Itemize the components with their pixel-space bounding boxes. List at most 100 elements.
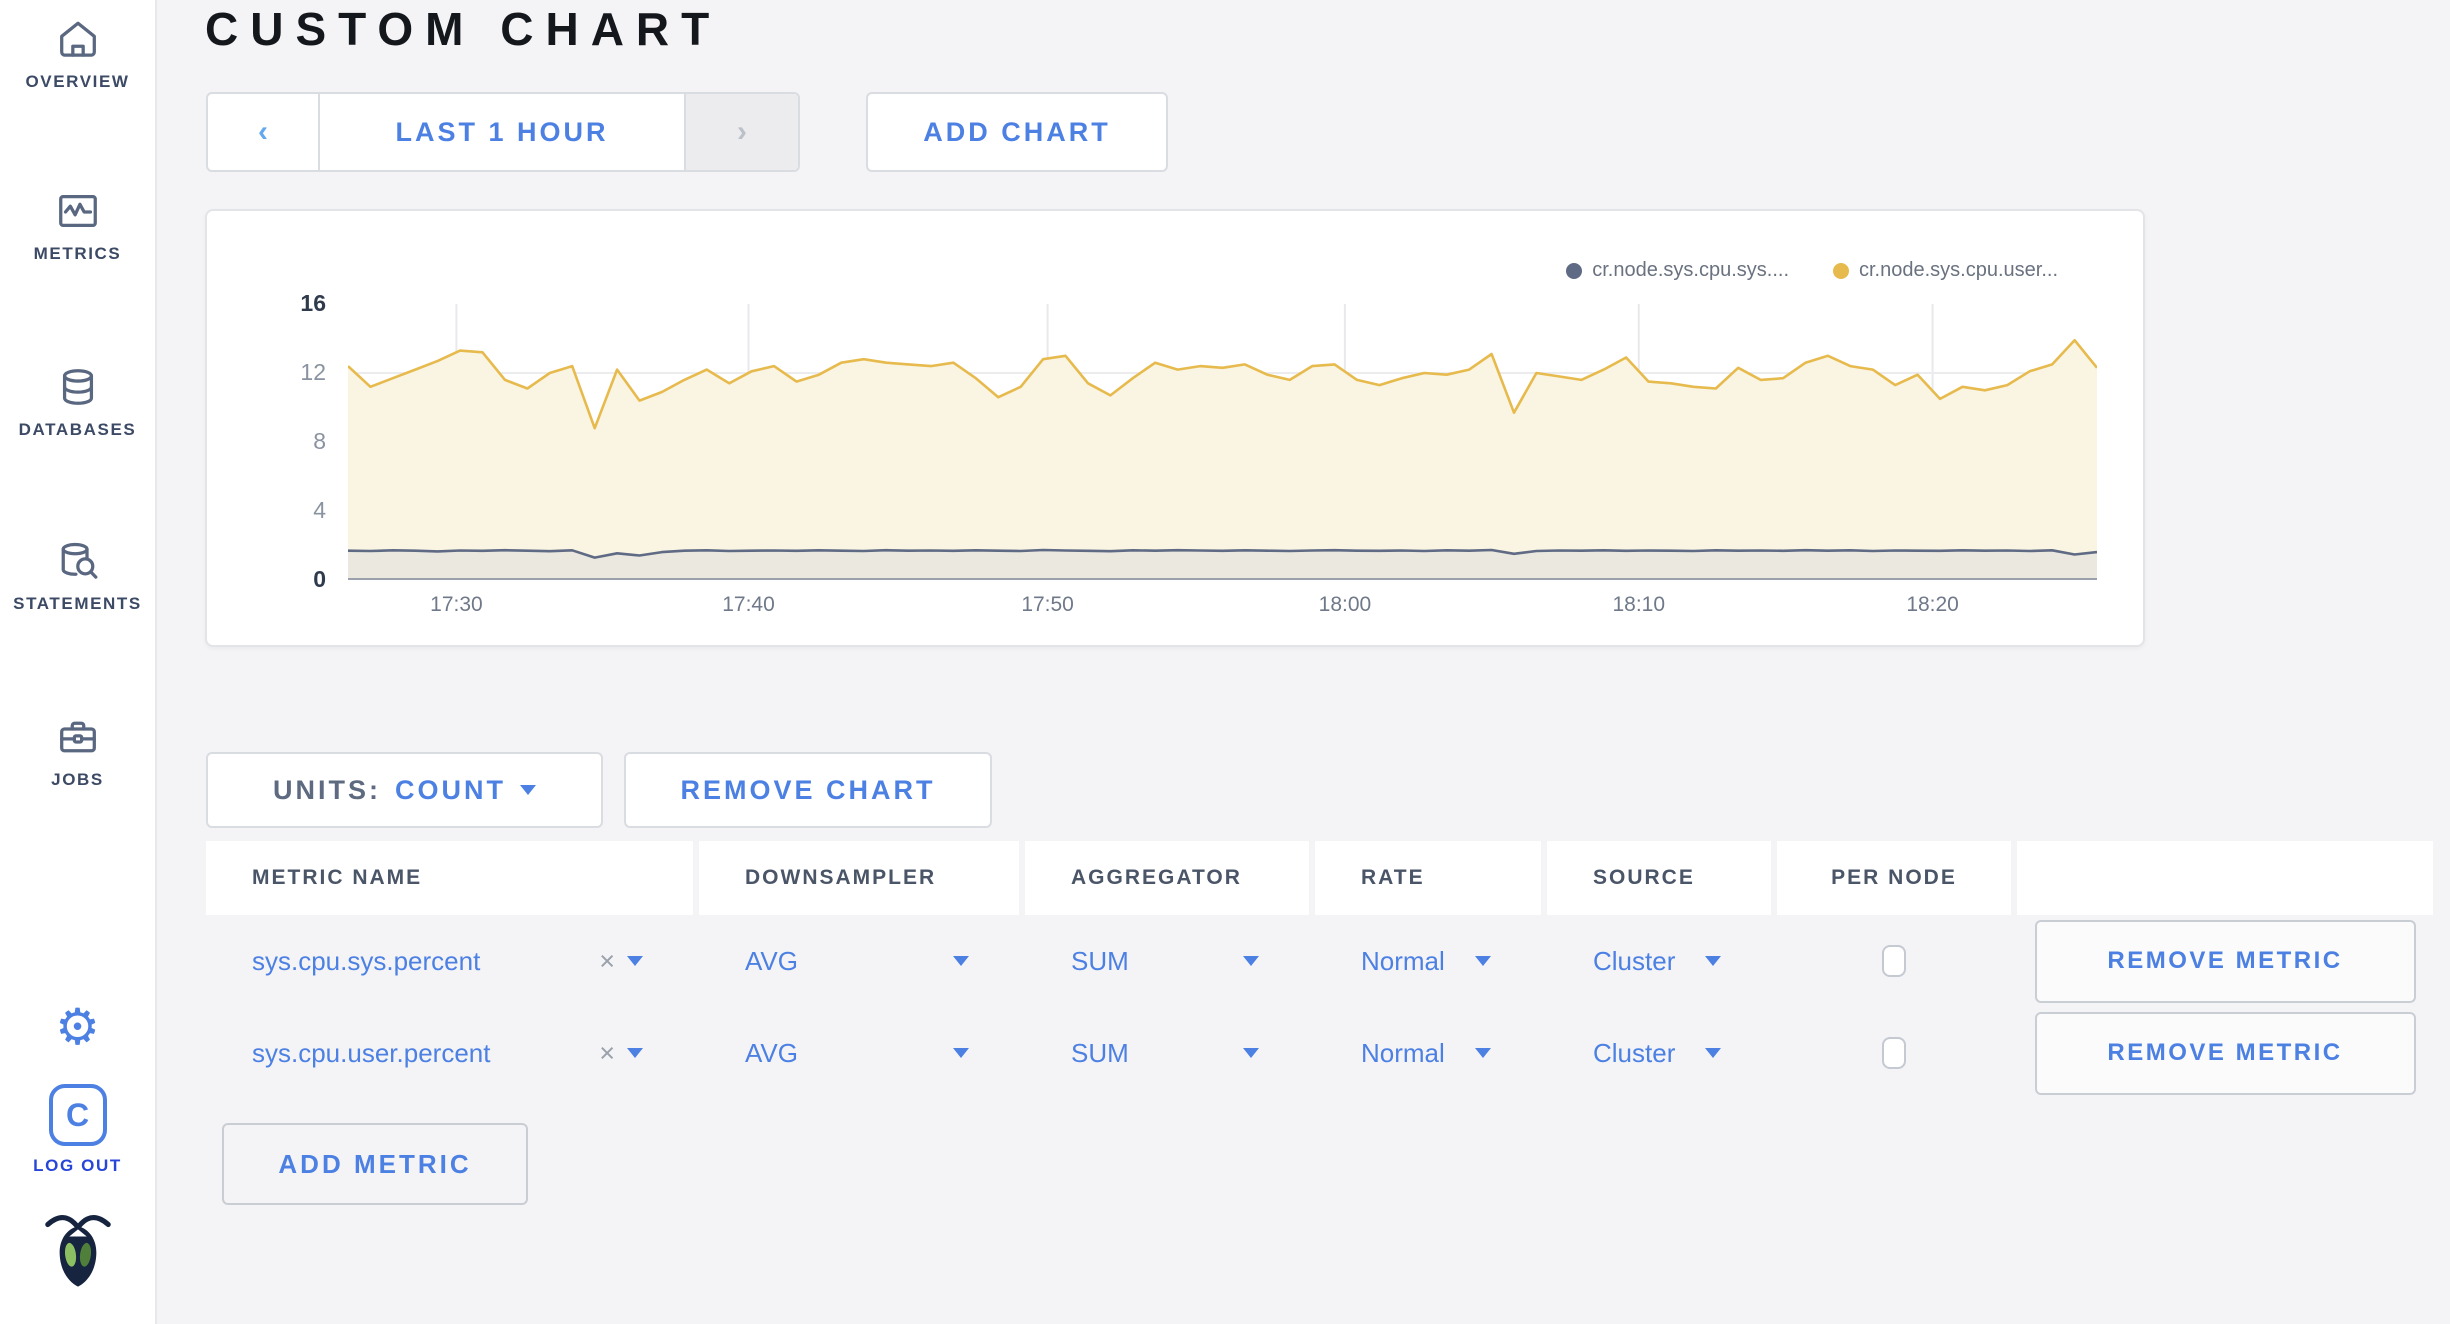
clear-icon[interactable]: ×	[599, 945, 615, 976]
legend-entry[interactable]: cr.node.sys.cpu.user...	[1833, 259, 2058, 282]
chart-plot-svg	[348, 304, 2097, 580]
column-header-metric-name: METRIC NAME	[206, 841, 693, 915]
chevron-down-icon	[520, 785, 536, 795]
chart-legend: cr.node.sys.cpu.sys.... cr.node.sys.cpu.u…	[1566, 259, 2058, 282]
x-axis-tick-label: 17:30	[430, 593, 483, 616]
table-row: sys.cpu.user.percent × AVG SUM Normal Cl…	[206, 1007, 2433, 1099]
actions-cell: REMOVE METRIC	[2017, 1007, 2433, 1099]
logout-label: LOG OUT	[33, 1156, 122, 1175]
time-range-label[interactable]: LAST 1 HOUR	[395, 116, 609, 147]
page-title: CUSTOM CHART	[205, 3, 722, 55]
aggregator-dropdown[interactable]: SUM	[1025, 1007, 1309, 1099]
x-axis-tick-label: 17:40	[722, 593, 775, 616]
chart-card: cr.node.sys.cpu.sys.... cr.node.sys.cpu.u…	[205, 209, 2145, 647]
statements-icon	[61, 542, 97, 579]
column-header-actions	[2017, 841, 2433, 915]
downsampler-value: AVG	[745, 945, 798, 976]
metric-name-value: sys.cpu.user.percent	[252, 1037, 491, 1068]
chevron-down-icon	[1705, 1048, 1721, 1058]
metric-name-dropdown[interactable]: ×	[599, 946, 643, 977]
time-range-next-button[interactable]: ›	[684, 94, 798, 170]
add-metric-button[interactable]: ADD METRIC	[222, 1123, 528, 1205]
per-node-cell	[1777, 1007, 2011, 1099]
y-axis-tick-label: 0	[313, 566, 326, 592]
time-range-prev-button[interactable]: ‹	[208, 94, 320, 170]
rate-value: Normal	[1361, 1037, 1445, 1068]
downsampler-dropdown[interactable]: AVG	[699, 915, 1019, 1007]
chevron-right-icon: ›	[737, 115, 747, 148]
source-value: Cluster	[1593, 945, 1676, 976]
chevron-down-icon	[627, 1048, 643, 1058]
legend-dot-icon	[1833, 262, 1849, 279]
source-dropdown[interactable]: Cluster	[1547, 915, 1771, 1007]
remove-metric-button[interactable]: REMOVE METRIC	[2034, 919, 2416, 1003]
column-header-downsampler: DOWNSAMPLER	[699, 841, 1019, 915]
chevron-down-icon	[1243, 1048, 1259, 1058]
metric-name-cell: sys.cpu.user.percent ×	[206, 1007, 693, 1099]
legend-label: cr.node.sys.cpu.user...	[1859, 259, 2058, 281]
column-header-aggregator: AGGREGATOR	[1025, 841, 1309, 915]
cockroach-c-logo-icon: C	[48, 1084, 107, 1146]
source-value: Cluster	[1593, 1037, 1676, 1068]
sidebar-item-jobs[interactable]: JOBS	[0, 714, 155, 790]
sidebar-item-label: DATABASES	[18, 420, 137, 439]
metrics-table: METRIC NAME DOWNSAMPLER AGGREGATOR RATE …	[206, 841, 2433, 1099]
chevron-down-icon	[953, 956, 969, 966]
downsampler-value: AVG	[745, 1037, 798, 1068]
briefcase-icon	[59, 721, 96, 753]
per-node-checkbox[interactable]	[1882, 945, 1906, 977]
database-icon	[62, 369, 93, 405]
settings-button[interactable]: ⚙	[0, 1002, 155, 1052]
aggregator-value: SUM	[1071, 945, 1129, 976]
y-axis-tick-label: 8	[313, 428, 326, 454]
source-dropdown[interactable]: Cluster	[1547, 1007, 1771, 1099]
chevron-down-icon	[1243, 956, 1259, 966]
cockroach-bug-icon	[44, 1215, 111, 1287]
home-icon	[59, 21, 96, 57]
units-value: COUNT	[395, 774, 506, 805]
per-node-checkbox[interactable]	[1882, 1037, 1906, 1069]
y-axis-tick-label: 12	[300, 359, 326, 385]
clear-icon[interactable]: ×	[599, 1037, 615, 1068]
chevron-down-icon	[1705, 956, 1721, 966]
sidebar-item-label: METRICS	[33, 244, 122, 263]
actions-cell: REMOVE METRIC	[2017, 915, 2433, 1007]
remove-metric-button[interactable]: REMOVE METRIC	[2034, 1011, 2416, 1095]
metrics-table-header: METRIC NAME DOWNSAMPLER AGGREGATOR RATE …	[206, 841, 2433, 915]
chevron-down-icon	[1475, 1048, 1491, 1058]
sidebar-item-label: STATEMENTS	[13, 594, 142, 613]
rate-value: Normal	[1361, 945, 1445, 976]
metric-name-cell: sys.cpu.sys.percent ×	[206, 915, 693, 1007]
metric-name-value: sys.cpu.sys.percent	[252, 945, 481, 976]
metric-name-dropdown[interactable]: ×	[599, 1038, 643, 1069]
units-dropdown[interactable]: UNITS: COUNT	[206, 752, 603, 828]
x-axis-tick-label: 18:20	[1906, 593, 1959, 616]
aggregator-dropdown[interactable]: SUM	[1025, 915, 1309, 1007]
legend-dot-icon	[1566, 262, 1583, 279]
gear-icon: ⚙	[55, 999, 100, 1055]
x-axis-tick-label: 18:10	[1612, 593, 1666, 616]
downsampler-dropdown[interactable]: AVG	[699, 1007, 1019, 1099]
rate-dropdown[interactable]: Normal	[1315, 915, 1541, 1007]
remove-chart-button[interactable]: REMOVE CHART	[624, 752, 992, 828]
column-header-per-node: PER NODE	[1777, 841, 2011, 915]
chevron-down-icon	[953, 1048, 969, 1058]
add-chart-button[interactable]: ADD CHART	[866, 92, 1168, 172]
legend-entry[interactable]: cr.node.sys.cpu.sys....	[1566, 259, 1789, 282]
logout-button[interactable]: C LOG OUT	[0, 1084, 155, 1176]
y-axis-tick-label: 16	[300, 290, 326, 316]
sidebar-item-label: OVERVIEW	[25, 72, 130, 91]
table-row: sys.cpu.sys.percent × AVG SUM Normal Clu…	[206, 915, 2433, 1007]
sidebar-item-databases[interactable]: DATABASES	[0, 364, 155, 440]
sidebar-item-statements[interactable]: STATEMENTS	[0, 538, 155, 614]
per-node-cell	[1777, 915, 2011, 1007]
column-header-source: SOURCE	[1547, 841, 1771, 915]
metrics-icon	[58, 194, 97, 228]
chevron-down-icon	[1475, 956, 1491, 966]
sidebar-item-overview[interactable]: OVERVIEW	[0, 16, 155, 92]
rate-dropdown[interactable]: Normal	[1315, 1007, 1541, 1099]
sidebar: OVERVIEW METRICS DATABASES	[0, 0, 157, 1324]
chevron-left-icon: ‹	[258, 115, 268, 148]
sidebar-item-metrics[interactable]: METRICS	[0, 188, 155, 264]
